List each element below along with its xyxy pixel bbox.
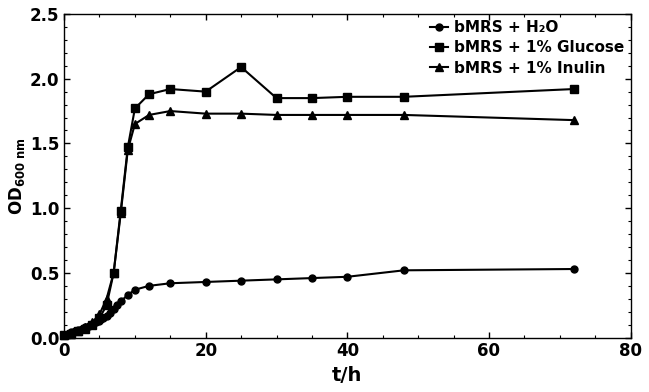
bMRS + H₂O bbox=[308, 276, 316, 280]
bMRS + H₂O bbox=[343, 274, 351, 279]
bMRS + H₂O bbox=[75, 328, 82, 332]
X-axis label: t/h: t/h bbox=[332, 366, 363, 385]
bMRS + 1% Glucose bbox=[570, 87, 578, 91]
bMRS + 1% Inulin bbox=[238, 111, 245, 116]
bMRS + 1% Glucose bbox=[145, 92, 153, 96]
bMRS + 1% Inulin bbox=[308, 113, 316, 117]
Legend: bMRS + H₂O, bMRS + 1% Glucose, bMRS + 1% Inulin: bMRS + H₂O, bMRS + 1% Glucose, bMRS + 1%… bbox=[426, 17, 628, 79]
bMRS + H₂O bbox=[92, 320, 100, 325]
bMRS + H₂O bbox=[60, 333, 68, 338]
bMRS + H₂O bbox=[106, 311, 114, 316]
bMRS + H₂O bbox=[85, 324, 93, 328]
Line: bMRS + 1% Inulin: bMRS + 1% Inulin bbox=[60, 107, 578, 339]
bMRS + 1% Inulin bbox=[81, 325, 89, 330]
bMRS + 1% Glucose bbox=[343, 94, 351, 99]
bMRS + 1% Glucose bbox=[67, 331, 75, 336]
bMRS + 1% Inulin bbox=[124, 147, 132, 152]
bMRS + 1% Inulin bbox=[400, 113, 408, 117]
bMRS + H₂O bbox=[238, 278, 245, 283]
bMRS + H₂O bbox=[202, 279, 210, 284]
bMRS + H₂O bbox=[81, 325, 89, 330]
bMRS + 1% Glucose bbox=[131, 106, 139, 111]
bMRS + H₂O bbox=[166, 281, 174, 286]
bMRS + 1% Glucose bbox=[103, 303, 110, 308]
bMRS + 1% Inulin bbox=[343, 113, 351, 117]
bMRS + H₂O bbox=[273, 277, 280, 282]
bMRS + H₂O bbox=[71, 329, 79, 334]
bMRS + H₂O bbox=[110, 307, 117, 312]
bMRS + 1% Glucose bbox=[124, 145, 132, 150]
bMRS + 1% Glucose bbox=[75, 329, 82, 334]
Y-axis label: OD$_{\mathbf{600\ nm}}$: OD$_{\mathbf{600\ nm}}$ bbox=[7, 137, 27, 214]
bMRS + H₂O bbox=[400, 268, 408, 273]
bMRS + H₂O bbox=[95, 318, 103, 323]
bMRS + H₂O bbox=[103, 313, 110, 318]
bMRS + 1% Glucose bbox=[166, 87, 174, 91]
Line: bMRS + 1% Glucose: bMRS + 1% Glucose bbox=[60, 63, 578, 339]
bMRS + H₂O bbox=[131, 287, 139, 292]
bMRS + 1% Inulin bbox=[110, 270, 117, 275]
bMRS + 1% Glucose bbox=[202, 89, 210, 94]
bMRS + 1% Inulin bbox=[67, 331, 75, 336]
bMRS + H₂O bbox=[67, 330, 75, 335]
bMRS + 1% Inulin bbox=[95, 312, 103, 317]
bMRS + H₂O bbox=[124, 292, 132, 297]
bMRS + 1% Inulin bbox=[75, 329, 82, 334]
bMRS + 1% Glucose bbox=[308, 96, 316, 100]
bMRS + 1% Inulin bbox=[60, 333, 68, 338]
bMRS + H₂O bbox=[88, 322, 96, 327]
bMRS + H₂O bbox=[117, 299, 125, 304]
bMRS + 1% Inulin bbox=[202, 111, 210, 116]
bMRS + 1% Glucose bbox=[110, 270, 117, 275]
bMRS + 1% Glucose bbox=[88, 322, 96, 327]
bMRS + 1% Inulin bbox=[88, 320, 96, 325]
bMRS + 1% Inulin bbox=[117, 211, 125, 216]
bMRS + 1% Glucose bbox=[238, 65, 245, 69]
bMRS + H₂O bbox=[570, 267, 578, 271]
bMRS + 1% Glucose bbox=[60, 333, 68, 338]
bMRS + 1% Glucose bbox=[81, 326, 89, 331]
bMRS + 1% Inulin bbox=[131, 122, 139, 126]
bMRS + H₂O bbox=[78, 326, 86, 331]
bMRS + H₂O bbox=[99, 316, 107, 321]
bMRS + H₂O bbox=[145, 283, 153, 288]
bMRS + 1% Inulin bbox=[166, 109, 174, 113]
bMRS + 1% Glucose bbox=[273, 96, 280, 100]
bMRS + H₂O bbox=[64, 331, 71, 336]
bMRS + H₂O bbox=[114, 303, 121, 308]
bMRS + 1% Inulin bbox=[273, 113, 280, 117]
bMRS + 1% Inulin bbox=[145, 113, 153, 117]
Line: bMRS + H₂O: bMRS + H₂O bbox=[60, 265, 578, 339]
bMRS + 1% Glucose bbox=[400, 94, 408, 99]
bMRS + 1% Inulin bbox=[570, 118, 578, 122]
bMRS + 1% Glucose bbox=[117, 209, 125, 213]
bMRS + 1% Glucose bbox=[95, 316, 103, 321]
bMRS + 1% Inulin bbox=[103, 296, 110, 301]
